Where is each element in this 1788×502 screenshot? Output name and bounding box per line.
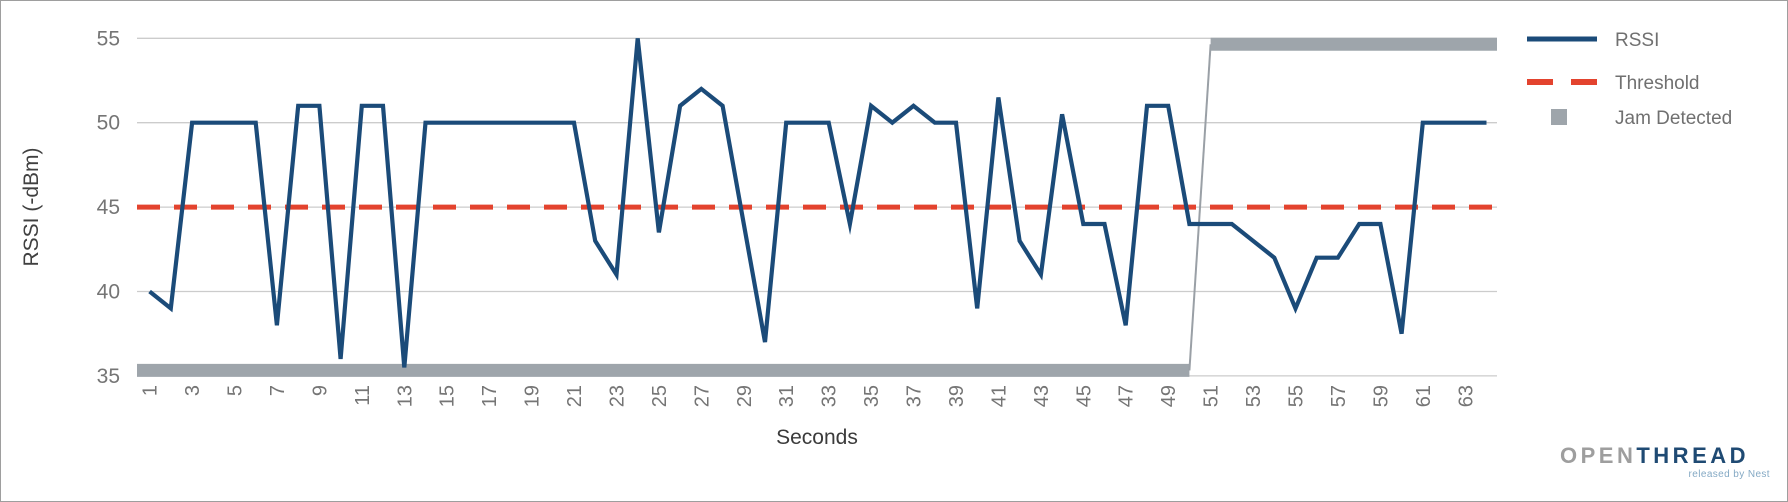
rssi-series <box>148 38 1487 368</box>
svg-text:57: 57 <box>1328 385 1350 407</box>
svg-text:29: 29 <box>734 385 756 407</box>
logo-tagline: released by Nest <box>1688 469 1770 480</box>
svg-text:50: 50 <box>97 112 120 135</box>
svg-text:37: 37 <box>904 385 926 407</box>
legend-item-jam: Jam Detected <box>1551 108 1732 129</box>
svg-text:27: 27 <box>691 385 713 407</box>
svg-text:35: 35 <box>861 385 883 407</box>
svg-text:49: 49 <box>1158 385 1180 407</box>
x-axis-tick-labels: 1 3 5 7 9 11 13 15 17 19 21 23 25 27 29 31 33 35 37 39 41 43 4… <box>140 385 1478 407</box>
legend-label-rssi: RSSI <box>1615 30 1659 51</box>
svg-text:31: 31 <box>776 385 798 407</box>
openthread-logo: OPENTHREAD released by Nest <box>1560 443 1770 480</box>
legend-item-threshold: Threshold <box>1527 73 1700 94</box>
svg-text:3: 3 <box>182 385 204 396</box>
svg-text:21: 21 <box>564 385 586 407</box>
svg-text:55: 55 <box>97 27 120 50</box>
legend-label-jam: Jam Detected <box>1615 108 1732 129</box>
svg-text:11: 11 <box>352 385 374 406</box>
svg-text:59: 59 <box>1370 385 1392 407</box>
logo-thread-text: THREAD <box>1636 443 1750 468</box>
svg-text:33: 33 <box>819 385 841 407</box>
svg-text:63: 63 <box>1455 385 1477 407</box>
svg-text:45: 45 <box>1073 385 1095 407</box>
svg-text:35: 35 <box>97 365 120 388</box>
svg-text:25: 25 <box>649 385 671 407</box>
svg-text:45: 45 <box>97 196 120 219</box>
svg-text:5: 5 <box>225 385 247 396</box>
jam-square-swatch <box>1551 109 1567 125</box>
jam-detected-series <box>137 37 1497 377</box>
svg-text:55: 55 <box>1286 385 1308 407</box>
y-axis-tick-labels: 55 50 45 40 35 <box>97 27 120 388</box>
svg-text:39: 39 <box>946 385 968 407</box>
svg-text:1: 1 <box>140 385 162 396</box>
svg-text:51: 51 <box>1201 385 1223 407</box>
svg-text:47: 47 <box>1116 385 1138 407</box>
openthread-logo-text: OPENTHREAD <box>1560 443 1770 469</box>
svg-text:13: 13 <box>394 385 416 407</box>
svg-text:17: 17 <box>479 385 501 407</box>
logo-open-text: OPEN <box>1560 443 1637 468</box>
svg-text:9: 9 <box>309 385 331 396</box>
legend-label-threshold: Threshold <box>1615 73 1700 94</box>
legend: RSSI Threshold Jam Detected <box>1527 30 1732 129</box>
svg-text:53: 53 <box>1243 385 1265 407</box>
svg-text:23: 23 <box>606 385 628 407</box>
x-axis-title: Seconds <box>776 426 858 449</box>
svg-text:15: 15 <box>437 385 459 407</box>
svg-text:7: 7 <box>267 385 289 396</box>
y-axis-title: RSSI (-dBm) <box>20 147 43 266</box>
svg-text:40: 40 <box>97 281 120 304</box>
svg-text:61: 61 <box>1413 385 1435 407</box>
legend-item-rssi: RSSI <box>1527 30 1659 51</box>
svg-text:41: 41 <box>988 385 1010 407</box>
svg-text:19: 19 <box>522 385 544 407</box>
svg-text:43: 43 <box>1031 385 1053 407</box>
